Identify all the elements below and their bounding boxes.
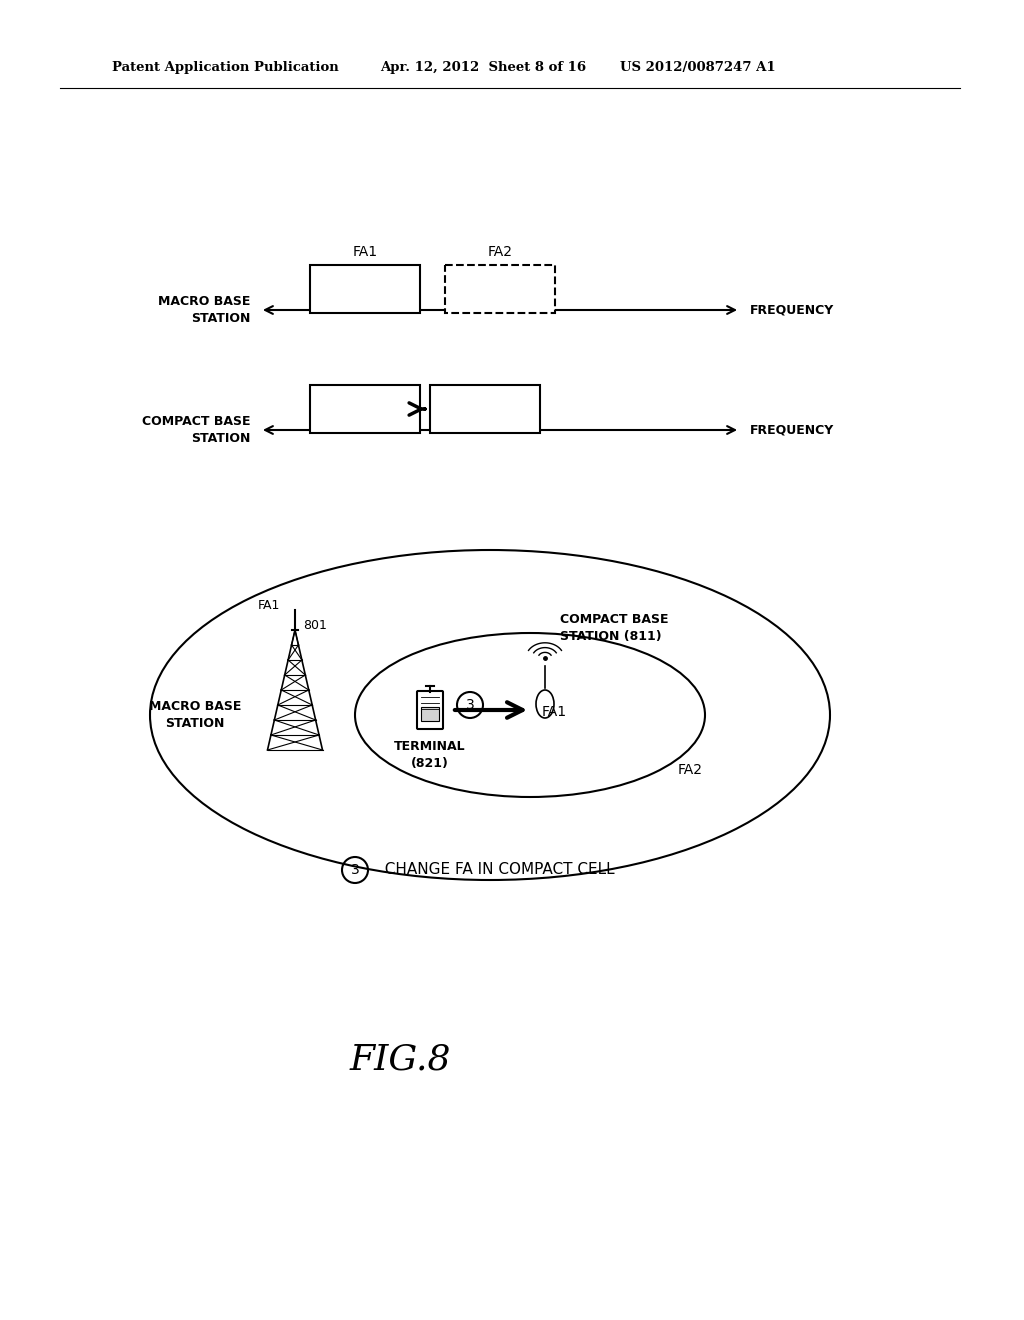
- Bar: [421, 708, 439, 721]
- Text: FREQUENCY: FREQUENCY: [750, 424, 835, 437]
- Text: 3: 3: [466, 698, 474, 711]
- Bar: [310, 265, 420, 313]
- Ellipse shape: [355, 634, 705, 797]
- Ellipse shape: [150, 550, 830, 880]
- Text: FA2: FA2: [487, 246, 512, 259]
- Text: FIG.8: FIG.8: [349, 1043, 451, 1077]
- Text: US 2012/0087247 A1: US 2012/0087247 A1: [620, 62, 775, 74]
- Text: 3: 3: [350, 863, 359, 876]
- Bar: [445, 265, 555, 313]
- FancyBboxPatch shape: [417, 690, 443, 729]
- Bar: [430, 385, 540, 433]
- Text: FA2: FA2: [678, 763, 702, 777]
- Text: CHANGE FA IN COMPACT CELL: CHANGE FA IN COMPACT CELL: [375, 862, 614, 878]
- Bar: [310, 385, 420, 433]
- Text: FA1: FA1: [258, 599, 280, 612]
- Text: COMPACT BASE
STATION (811): COMPACT BASE STATION (811): [560, 612, 669, 643]
- Text: MACRO BASE
STATION: MACRO BASE STATION: [148, 700, 242, 730]
- Text: FA1: FA1: [542, 705, 567, 719]
- Text: MACRO BASE
STATION: MACRO BASE STATION: [158, 294, 250, 325]
- Ellipse shape: [536, 690, 554, 718]
- Text: Apr. 12, 2012  Sheet 8 of 16: Apr. 12, 2012 Sheet 8 of 16: [380, 62, 586, 74]
- Text: 801: 801: [303, 619, 327, 632]
- Text: FREQUENCY: FREQUENCY: [750, 304, 835, 317]
- Text: TERMINAL
(821): TERMINAL (821): [394, 741, 466, 770]
- Text: Patent Application Publication: Patent Application Publication: [112, 62, 339, 74]
- Text: COMPACT BASE
STATION: COMPACT BASE STATION: [141, 414, 250, 445]
- Text: FA1: FA1: [352, 246, 378, 259]
